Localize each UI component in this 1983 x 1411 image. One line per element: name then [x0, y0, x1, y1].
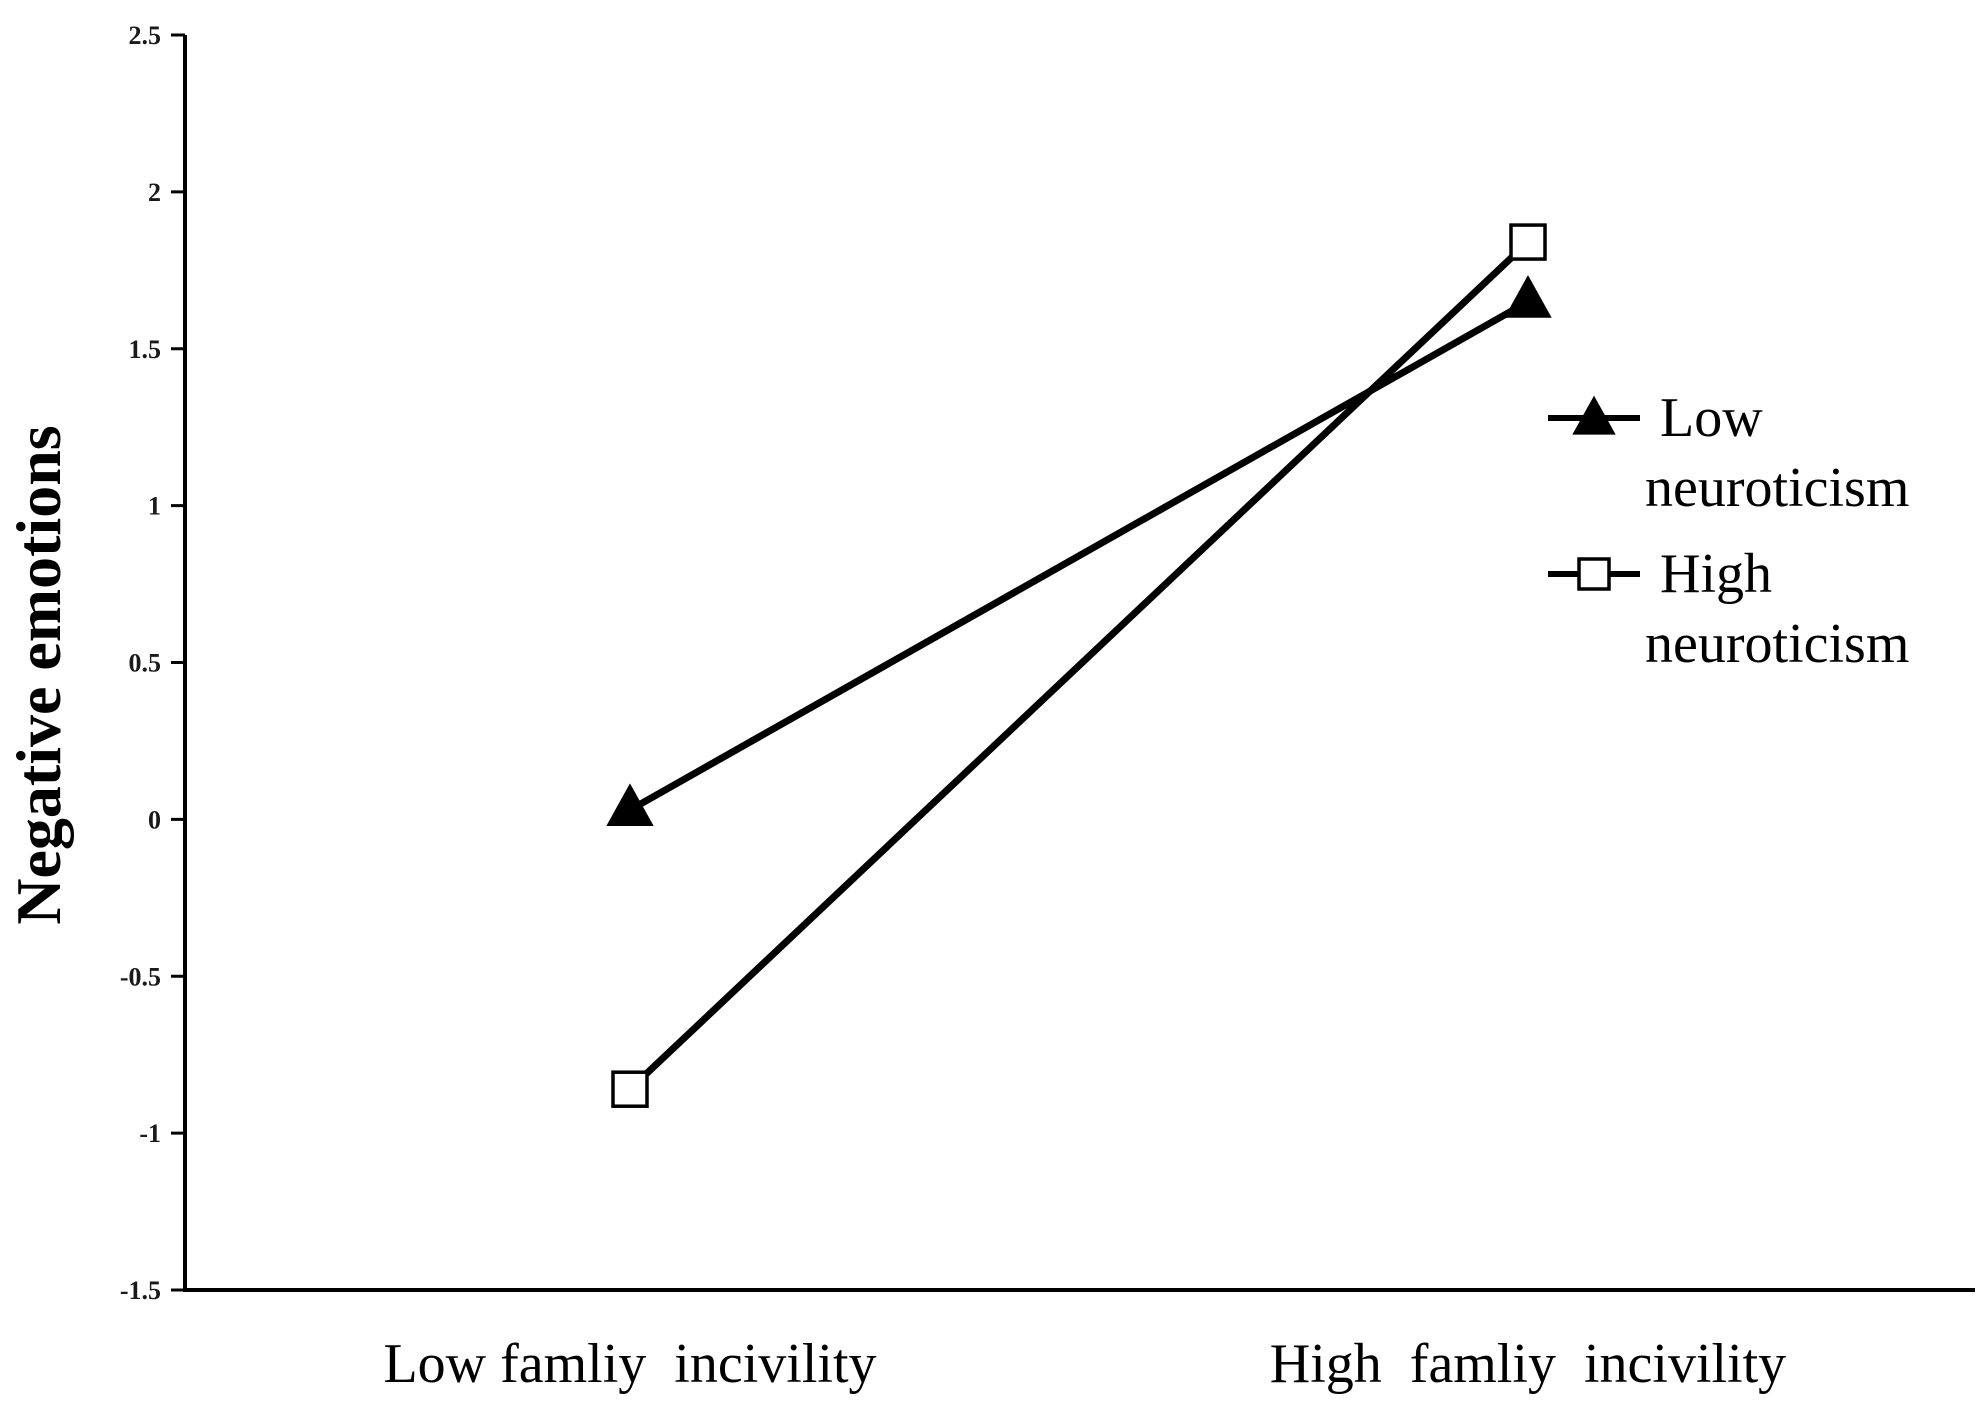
legend-item: Low neuroticism	[1548, 387, 1909, 519]
series-line	[627, 239, 1531, 1092]
legend: Low neuroticism High neuroticism	[1548, 387, 1909, 675]
legend-square-marker	[1577, 557, 1611, 591]
y-tick-label: 0.5	[129, 649, 162, 678]
y-tick-label: 1.5	[129, 335, 162, 364]
series-line	[628, 298, 1530, 814]
x-axis-category-labels: Low famliy incivility High famliy incivil…	[383, 1333, 1786, 1395]
y-axis-ticks: 2.5 2 1.5 1 0.5 0 -0.5 -1 -1.5	[120, 21, 185, 1305]
y-tick-label: -0.5	[120, 962, 161, 991]
legend-triangle-marker	[1572, 395, 1616, 435]
y-tick-label: 0	[148, 805, 161, 834]
x-category-label: Low famliy incivility	[383, 1333, 876, 1395]
legend-label-line: Low	[1660, 387, 1763, 449]
legend-label-line: High	[1660, 543, 1772, 605]
legend-label-line: neuroticism	[1645, 613, 1909, 675]
data-point-square	[611, 1070, 649, 1108]
data-point-triangle	[606, 783, 654, 827]
y-tick-label: -1.5	[120, 1276, 161, 1305]
y-tick-label: 2	[148, 178, 161, 207]
series-group	[606, 223, 1552, 1108]
series-2	[611, 223, 1547, 1108]
legend-item: High neuroticism	[1548, 543, 1909, 675]
y-tick-label: 1	[148, 492, 161, 521]
y-tick-label: 2.5	[129, 21, 162, 50]
y-axis-title: Negative emotions	[3, 425, 74, 924]
data-point-square	[1509, 223, 1547, 261]
x-category-label: High famliy incivility	[1270, 1333, 1786, 1395]
data-point-triangle	[1504, 275, 1552, 318]
y-tick-label: -1	[139, 1119, 161, 1148]
legend-label-line: neuroticism	[1645, 457, 1909, 519]
